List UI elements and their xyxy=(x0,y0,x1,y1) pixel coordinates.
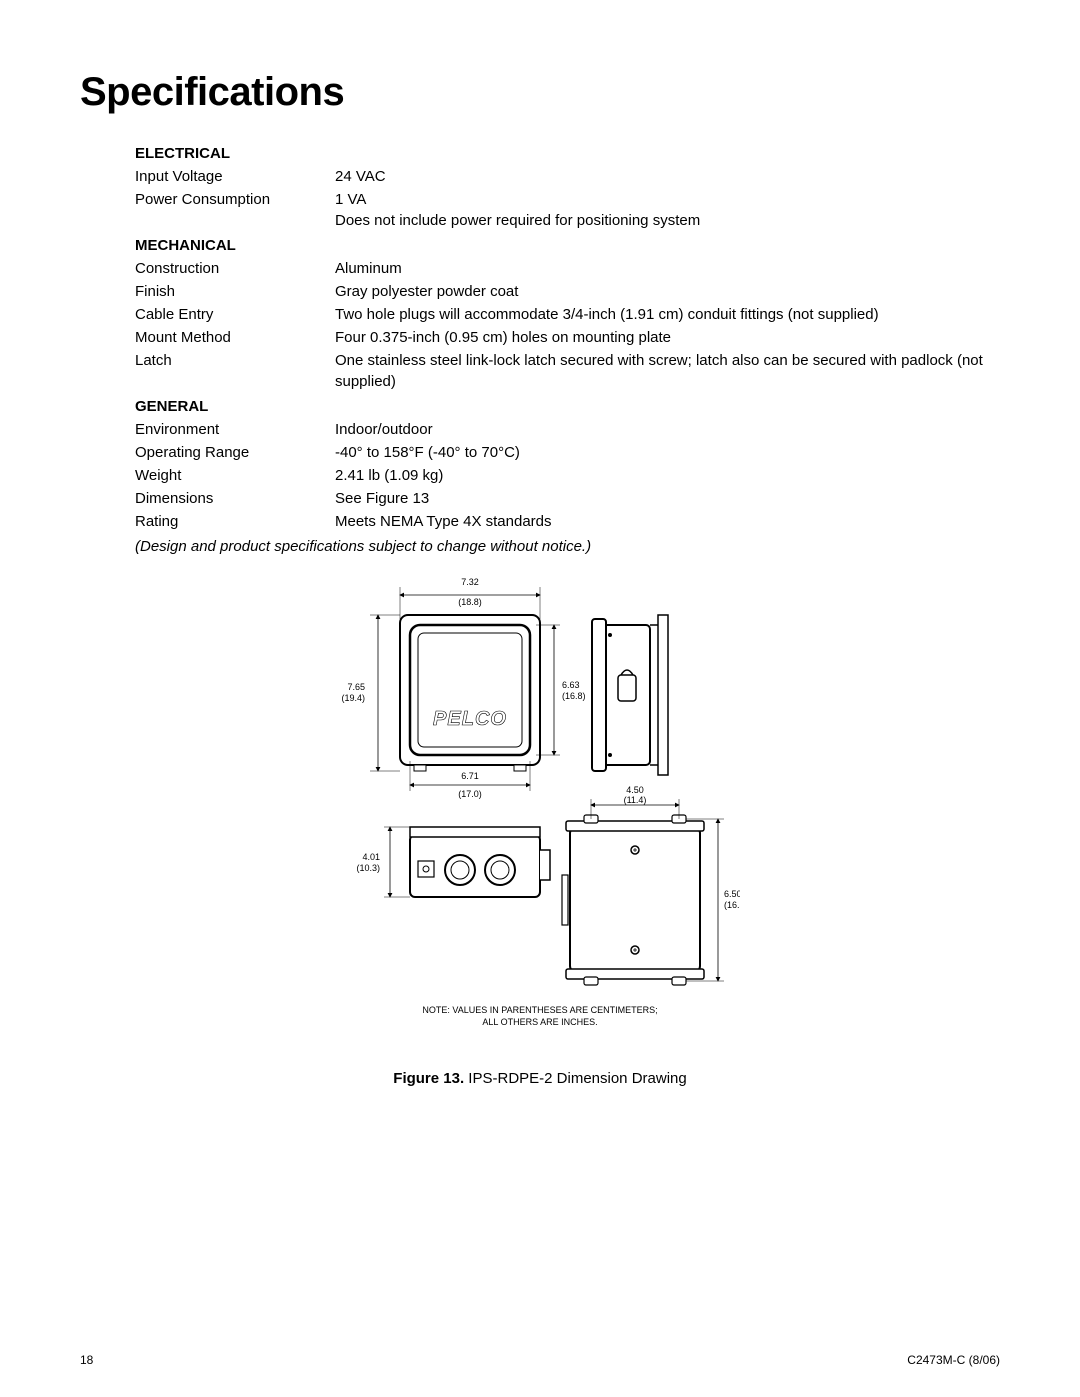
page: Specifications ELECTRICAL Input Voltage … xyxy=(0,0,1080,1397)
dim-bottom-inner-width-in: 4.50 xyxy=(626,785,644,795)
spec-row: Dimensions See Figure 13 xyxy=(135,488,1000,509)
spec-label: Weight xyxy=(135,465,335,486)
spec-row: Cable Entry Two hole plugs will accommod… xyxy=(135,304,1000,325)
pelco-logo: PELCO xyxy=(433,708,507,730)
dim-front-inner-height-cm: (16.8) xyxy=(562,691,586,701)
doc-id: C2473M-C (8/06) xyxy=(907,1353,1000,1367)
figure-note-line1: NOTE: VALUES IN PARENTHESES ARE CENTIMET… xyxy=(422,1005,657,1015)
dim-side-lower-height-cm: (10.3) xyxy=(356,863,380,873)
dim-top-width-in: 7.32 xyxy=(461,577,479,587)
dim-bottom-inner-width-cm: (11.4) xyxy=(624,795,647,805)
dim-front-height-in: 7.65 xyxy=(347,682,365,692)
spec-value: 24 VAC xyxy=(335,166,1000,187)
footer: 18 C2473M-C (8/06) xyxy=(80,1353,1000,1367)
spec-value: Indoor/outdoor xyxy=(335,419,1000,440)
figure-caption-bold: Figure 13. xyxy=(393,1070,464,1087)
section-head-general: GENERAL xyxy=(135,398,1000,415)
spec-row: Mount Method Four 0.375-inch (0.95 cm) h… xyxy=(135,327,1000,348)
spec-block: ELECTRICAL Input Voltage 24 VAC Power Co… xyxy=(135,145,1000,555)
spec-label: Operating Range xyxy=(135,442,335,463)
spec-row: Rating Meets NEMA Type 4X standards xyxy=(135,511,1000,532)
spec-row: Latch One stainless steel link-lock latc… xyxy=(135,350,1000,392)
spec-label: Power Consumption xyxy=(135,189,335,231)
spec-label: Mount Method xyxy=(135,327,335,348)
spec-row: Finish Gray polyester powder coat xyxy=(135,281,1000,302)
dimension-drawing: 7.32 (18.8) PELCO 7.65 (19.4) 6.63 (16.8… xyxy=(340,575,740,1045)
dim-top-width-cm: (18.8) xyxy=(458,597,482,607)
page-number: 18 xyxy=(80,1353,93,1367)
spec-label: Input Voltage xyxy=(135,166,335,187)
spec-value: -40° to 158°F (-40° to 70°C) xyxy=(335,442,1000,463)
spec-value: Two hole plugs will accommodate 3/4-inch… xyxy=(335,304,1000,325)
spec-value: Four 0.375-inch (0.95 cm) holes on mount… xyxy=(335,327,1000,348)
spec-label: Finish xyxy=(135,281,335,302)
figure-note-line2: ALL OTHERS ARE INCHES. xyxy=(482,1017,597,1027)
spec-row: Input Voltage 24 VAC xyxy=(135,166,1000,187)
spec-label: Construction xyxy=(135,258,335,279)
spec-value: See Figure 13 xyxy=(335,488,1000,509)
dim-bottom-outer-height-in: 6.50 xyxy=(724,889,740,899)
spec-row: Power Consumption 1 VA Does not include … xyxy=(135,189,1000,231)
figure-caption-rest: IPS-RDPE-2 Dimension Drawing xyxy=(464,1070,687,1087)
spec-value: One stainless steel link-lock latch secu… xyxy=(335,350,1000,392)
dim-side-lower-height-in: 4.01 xyxy=(362,852,380,862)
spec-value: 1 VA Does not include power required for… xyxy=(335,189,1000,231)
spec-row: Construction Aluminum xyxy=(135,258,1000,279)
spec-label: Dimensions xyxy=(135,488,335,509)
section-head-mechanical: MECHANICAL xyxy=(135,237,1000,254)
spec-value: 2.41 lb (1.09 kg) xyxy=(335,465,1000,486)
figure-caption: Figure 13. IPS-RDPE-2 Dimension Drawing xyxy=(340,1070,740,1087)
dim-front-inner-height-in: 6.63 xyxy=(562,680,580,690)
dim-front-inner-width-in: 6.71 xyxy=(461,771,479,781)
section-head-electrical: ELECTRICAL xyxy=(135,145,1000,162)
dim-front-height-cm: (19.4) xyxy=(341,693,365,703)
latch-icon xyxy=(618,670,636,701)
spec-label: Rating xyxy=(135,511,335,532)
spec-row: Operating Range -40° to 158°F (-40° to 7… xyxy=(135,442,1000,463)
spec-value: Meets NEMA Type 4X standards xyxy=(335,511,1000,532)
page-title: Specifications xyxy=(80,70,1000,115)
figure-area: 7.32 (18.8) PELCO 7.65 (19.4) 6.63 (16.8… xyxy=(340,575,740,1087)
spec-value: Gray polyester powder coat xyxy=(335,281,1000,302)
spec-row: Environment Indoor/outdoor xyxy=(135,419,1000,440)
spec-label: Cable Entry xyxy=(135,304,335,325)
spec-value: Aluminum xyxy=(335,258,1000,279)
spec-row: Weight 2.41 lb (1.09 kg) xyxy=(135,465,1000,486)
spec-label: Latch xyxy=(135,350,335,392)
dim-bottom-outer-height-cm: (16.5) xyxy=(724,900,740,910)
disclaimer: (Design and product specifications subje… xyxy=(135,538,1000,555)
spec-label: Environment xyxy=(135,419,335,440)
dim-front-inner-width-cm: (17.0) xyxy=(458,789,482,799)
